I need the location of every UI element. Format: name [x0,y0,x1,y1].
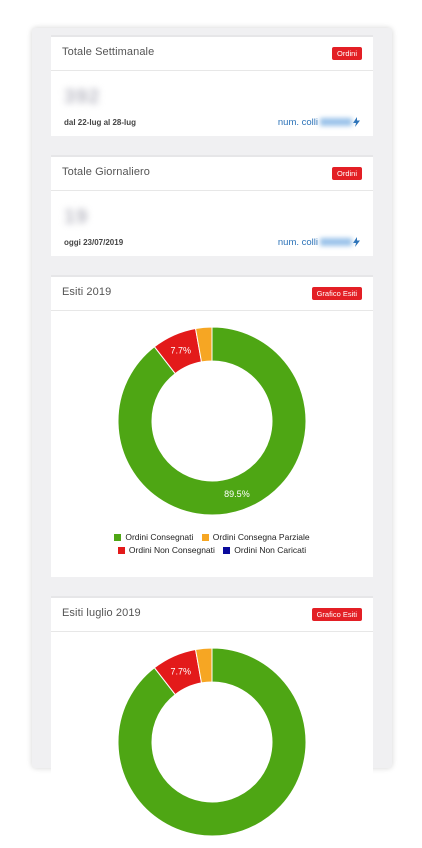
colli-label: num. colli [277,117,318,128]
legend-item[interactable]: Ordini Non Consegnati [117,545,215,555]
daily-total-card[interactable]: Totale Giornaliero Ordini 19 oggi 23/07/… [51,155,373,256]
legend-item[interactable]: Ordini Consegna Parziale [201,532,310,542]
yearly-outcomes-card: Esiti 2019 Grafico Esiti 89.5% 7.7% Ordin… [51,275,373,577]
legend-label: Ordini Consegnati [125,532,194,542]
donut-chart[interactable]: 89.5% 7.7% [51,317,373,527]
donut-chart[interactable]: 7.7% [51,638,373,848]
chart-badge[interactable]: Grafico Esiti [311,608,362,621]
orders-badge[interactable]: Ordini [331,167,362,180]
legend-swatch [117,546,125,554]
colli-value-blurred [320,238,352,247]
legend-swatch [114,533,122,541]
weekly-total-value: 392 [64,86,101,108]
bolt-icon [353,237,360,248]
bolt-icon [353,117,360,128]
colli-count-link[interactable]: num. colli [278,237,360,248]
card-title: Totale Giornaliero [62,166,151,178]
card-title: Totale Settimanale [62,46,155,58]
legend-label: Ordini Non Consegnati [128,545,215,555]
chart-legend: Ordini Consegnati Ordini Consegna Parzia… [51,532,373,558]
slice-data-label: 89.5% [224,489,250,499]
weekly-total-card[interactable]: Totale Settimanale Ordini 392 dal 22-lug… [51,35,373,136]
date-today: oggi 23/07/2019 [64,238,124,247]
donut-slice[interactable] [194,647,213,684]
legend-label: Ordini Non Caricati [234,545,307,555]
legend-swatch [201,533,209,541]
legend-item[interactable]: Ordini Consegnati [114,532,193,542]
colli-label: num. colli [277,237,318,248]
card-title: Esiti 2019 [62,286,112,298]
donut-slice[interactable] [117,326,307,516]
card-header: Esiti luglio 2019 Grafico Esiti [51,598,373,632]
card-header: Esiti 2019 Grafico Esiti [51,277,373,311]
chart-badge[interactable]: Grafico Esiti [311,287,362,300]
slice-data-label: 7.7% [170,667,191,677]
colli-value-blurred [320,118,352,127]
card-header: Totale Giornaliero Ordini [51,157,373,191]
app-screen: Totale Settimanale Ordini 392 dal 22-lug… [32,28,392,837]
date-range: dal 22-lug al 28-lug [64,118,137,127]
orders-badge[interactable]: Ordini [331,47,362,60]
daily-total-value: 19 [64,206,89,228]
card-title: Esiti luglio 2019 [62,607,141,619]
legend-item[interactable]: Ordini Non Caricati [223,545,306,555]
card-header: Totale Settimanale Ordini [51,37,373,71]
legend-swatch [223,546,231,554]
monthly-outcomes-card: Esiti luglio 2019 Grafico Esiti 7.7% [51,596,373,837]
donut-slice[interactable] [194,326,213,363]
colli-count-link[interactable]: num. colli [278,117,360,128]
legend-label: Ordini Consegna Parziale [212,532,310,542]
slice-data-label: 7.7% [170,346,191,356]
